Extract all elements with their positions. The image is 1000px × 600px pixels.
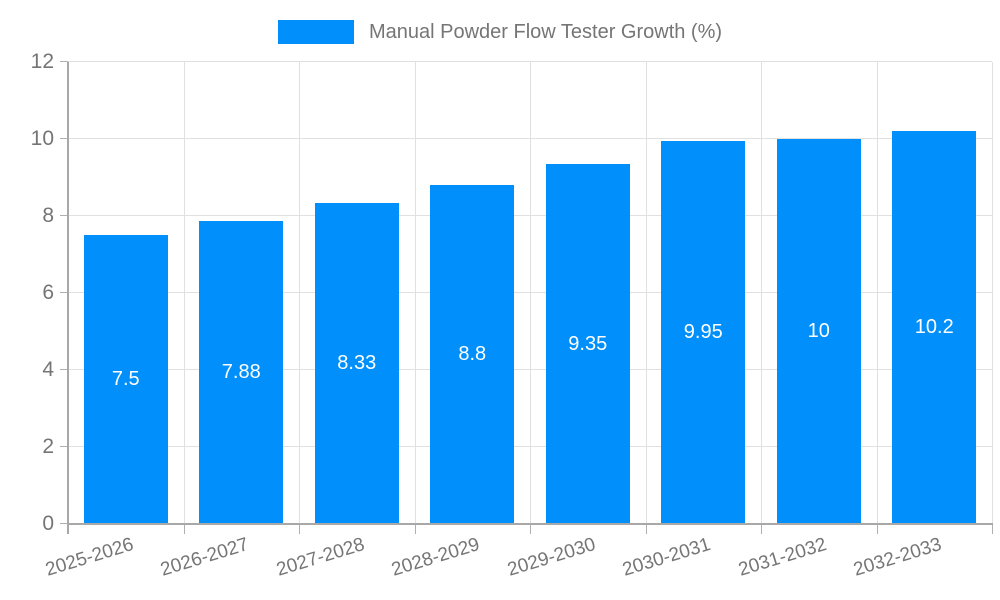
legend-swatch xyxy=(277,20,354,44)
x-axis-tick xyxy=(645,524,647,534)
x-axis-tick-label: 2027-2028 xyxy=(273,534,367,581)
x-axis-tick-label: 2031-2032 xyxy=(735,534,829,581)
bar-value-label: 10 xyxy=(807,320,830,342)
bar-2029-2030[interactable]: 9.35 xyxy=(545,164,630,524)
y-axis-tick-label: 2 xyxy=(42,435,54,458)
x-gridline xyxy=(414,62,416,524)
x-gridline xyxy=(992,62,993,524)
y-axis-tick xyxy=(60,61,68,62)
bar-value-label: 9.95 xyxy=(683,320,723,343)
x-gridline xyxy=(876,62,878,524)
y-axis-tick xyxy=(60,523,68,524)
y-axis-tick xyxy=(60,138,68,139)
x-axis-tick-label: 2029-2030 xyxy=(504,534,598,581)
x-axis-tick xyxy=(183,524,185,534)
y-gridline xyxy=(68,61,992,62)
x-axis-tick-label: 2026-2027 xyxy=(158,534,252,581)
bar-2028-2029[interactable]: 8.8 xyxy=(430,185,515,524)
bar-2031-2032[interactable]: 10 xyxy=(776,139,861,524)
x-gridline xyxy=(183,62,185,524)
x-axis-tick xyxy=(530,524,531,534)
x-axis-line xyxy=(67,523,993,525)
bar-2026-2027[interactable]: 7.88 xyxy=(199,220,284,524)
x-gridline xyxy=(645,62,647,524)
bar-value-label: 9.35 xyxy=(568,332,608,355)
bar-2027-2028[interactable]: 8.33 xyxy=(314,203,399,524)
y-axis-line xyxy=(67,62,69,534)
bar-value-label: 7.88 xyxy=(221,360,261,383)
x-axis-tick-label: 2032-2033 xyxy=(851,534,945,581)
bar-value-label: 7.5 xyxy=(111,368,140,391)
x-axis-tick-label: 2028-2029 xyxy=(389,534,483,581)
x-axis-tick xyxy=(414,524,416,534)
x-axis-tick xyxy=(299,524,300,534)
y-axis-tick xyxy=(60,446,68,447)
y-axis-tick-label: 10 xyxy=(30,127,54,150)
bar-2030-2031[interactable]: 9.95 xyxy=(661,140,746,524)
y-axis-tick xyxy=(60,369,68,370)
bar-value-label: 8.33 xyxy=(337,352,377,375)
y-axis-tick-label: 8 xyxy=(42,204,54,227)
y-axis-tick xyxy=(60,292,68,293)
x-axis-tick xyxy=(992,524,993,534)
y-axis-tick-label: 12 xyxy=(30,50,54,73)
x-gridline xyxy=(761,62,762,524)
y-axis-tick xyxy=(60,215,68,216)
bar-2025-2026[interactable]: 7.5 xyxy=(83,235,168,524)
x-axis-tick xyxy=(761,524,762,534)
x-axis-tick-label: 2025-2026 xyxy=(42,534,136,581)
bar-value-label: 8.8 xyxy=(458,343,487,366)
y-axis-tick-label: 0 xyxy=(42,512,54,535)
x-axis-tick-label: 2030-2031 xyxy=(620,534,714,581)
x-gridline xyxy=(299,62,300,524)
x-axis-tick xyxy=(876,524,878,534)
bar-value-label: 10.2 xyxy=(914,316,954,339)
legend[interactable]: Manual Powder Flow Tester Growth (%) xyxy=(0,20,1000,44)
x-gridline xyxy=(530,62,531,524)
y-axis-tick-label: 4 xyxy=(42,358,54,381)
bar-2032-2033[interactable]: 10.2 xyxy=(892,131,977,524)
y-axis-tick-label: 6 xyxy=(42,281,54,304)
legend-label: Manual Powder Flow Tester Growth (%) xyxy=(368,20,723,43)
